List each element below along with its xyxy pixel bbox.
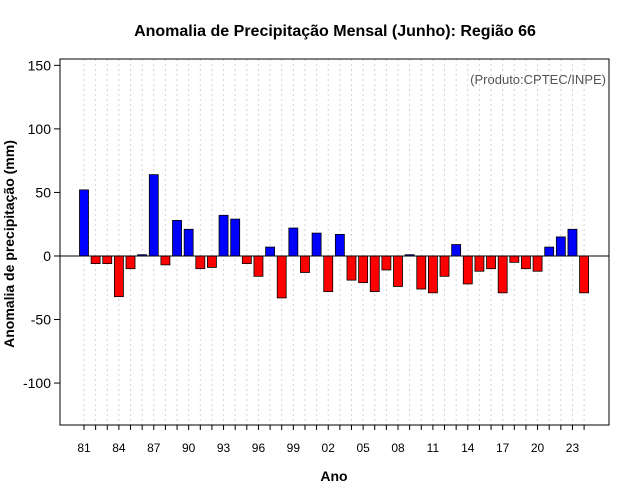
bar [474, 255, 485, 272]
bar [102, 255, 113, 265]
bar [288, 227, 299, 257]
bar [521, 255, 531, 270]
x-tick-label: 81 [77, 441, 91, 455]
bar [265, 246, 275, 257]
bar [183, 228, 194, 257]
bar [311, 232, 322, 257]
bar [532, 255, 543, 272]
bar [276, 255, 287, 299]
y-tick-label: 100 [28, 121, 52, 137]
x-tick-label: 90 [182, 441, 196, 455]
y-tick-label: -100 [23, 375, 51, 391]
bar [90, 255, 101, 265]
bar [509, 255, 520, 263]
x-tick-label: 20 [531, 441, 545, 455]
x-tick-label: 23 [566, 441, 580, 455]
bar [218, 214, 229, 257]
bar [462, 255, 473, 285]
bar [439, 255, 450, 277]
bar [230, 218, 241, 257]
chart-title: Anomalia de Precipitação Mensal (Junho):… [134, 23, 536, 40]
bar [567, 228, 578, 257]
x-tick-label: 84 [112, 441, 126, 455]
x-axis-title: Ano [320, 468, 347, 484]
bar [113, 255, 124, 298]
bar [323, 255, 334, 292]
bar [300, 255, 310, 273]
x-tick-label: 96 [252, 441, 266, 455]
bar [346, 255, 357, 281]
bar [253, 255, 264, 277]
bar [544, 246, 555, 257]
x-tick-label: 17 [496, 441, 510, 455]
bar [195, 255, 206, 270]
y-tick-label: -50 [31, 312, 51, 328]
bar [427, 255, 438, 294]
x-tick-label: 02 [322, 441, 336, 455]
x-tick-label: 05 [356, 441, 370, 455]
grid-lines [83, 59, 585, 425]
y-tick-label: 0 [43, 248, 51, 264]
x-axis: 81 84 87 90 93 96 99 02 05 08 11 14 17 20 23 [77, 425, 585, 455]
bar [334, 233, 345, 257]
bar [79, 189, 89, 257]
bar [172, 219, 182, 257]
bars [79, 174, 589, 299]
x-tick-label: 14 [461, 441, 475, 455]
bar [241, 255, 252, 265]
bar [160, 255, 171, 266]
x-tick-label: 93 [217, 441, 231, 455]
bar [393, 255, 403, 287]
bar [358, 255, 369, 284]
bar [381, 255, 392, 271]
x-tick-label: 87 [147, 441, 161, 455]
x-tick-label: 99 [287, 441, 301, 455]
y-tick-label: 150 [28, 57, 52, 73]
bar [416, 255, 427, 290]
bar [579, 255, 589, 294]
y-axis-title: Anomalia de precipitação (mm) [1, 140, 17, 348]
bar [451, 244, 462, 257]
x-tick-label: 08 [391, 441, 405, 455]
bar [555, 236, 566, 257]
bar [369, 255, 380, 292]
y-axis: -100 -50 0 50 100 150 [23, 57, 60, 391]
bar [125, 255, 136, 270]
plot-frame [59, 58, 610, 426]
bar [486, 255, 496, 270]
y-tick-label: 50 [35, 184, 51, 200]
bar [207, 255, 217, 268]
credit-label: (Produto:CPTEC/INPE) [470, 72, 606, 87]
x-tick-label: 11 [427, 441, 440, 455]
bar [148, 174, 159, 257]
bar [497, 255, 508, 294]
